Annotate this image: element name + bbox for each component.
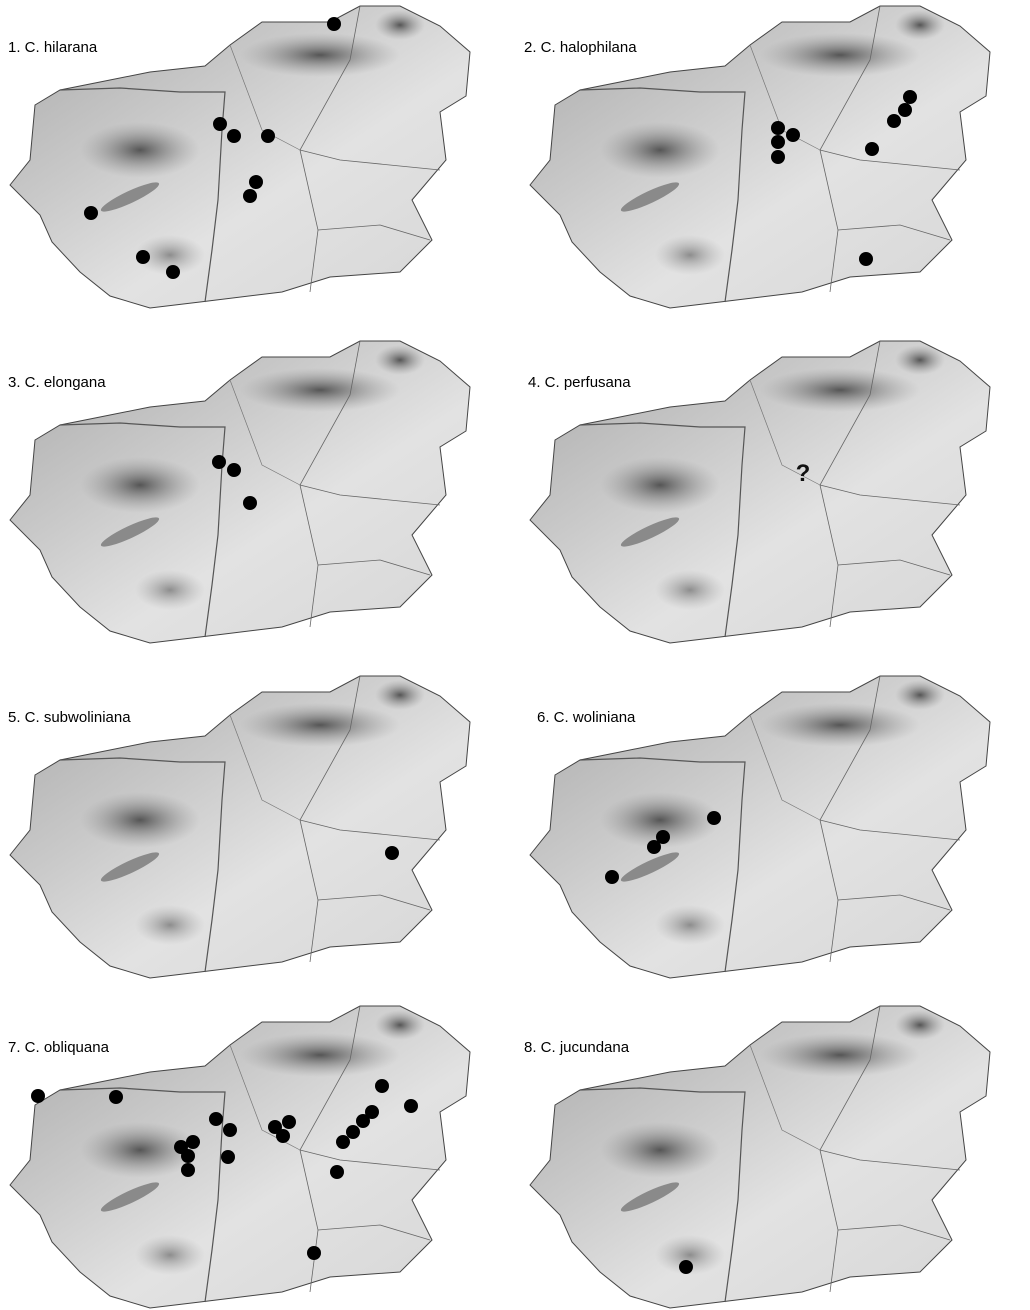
record-dot <box>679 1260 693 1274</box>
record-dot <box>647 840 661 854</box>
record-dot <box>707 811 721 825</box>
record-dot <box>327 17 341 31</box>
record-dot <box>84 206 98 220</box>
map-panel: 7. C. obliquana <box>8 1006 470 1308</box>
map-label: 6. C. woliniana <box>537 709 636 726</box>
record-dot <box>221 1150 235 1164</box>
record-dot <box>209 1112 223 1126</box>
map-panel: 3. C. elongana <box>8 341 470 643</box>
record-dot <box>31 1089 45 1103</box>
map-panel: 8. C. jucundana <box>524 1006 990 1308</box>
record-dot <box>227 463 241 477</box>
record-dot <box>223 1123 237 1137</box>
record-dot <box>330 1165 344 1179</box>
record-dot <box>186 1135 200 1149</box>
record-dot <box>276 1129 290 1143</box>
map-panel: 2. C. halophilana <box>524 6 990 308</box>
record-dot <box>375 1079 389 1093</box>
record-dot <box>887 114 901 128</box>
record-dot <box>346 1125 360 1139</box>
map-annotation: ? <box>796 460 811 487</box>
record-dot <box>771 150 785 164</box>
record-dot <box>181 1163 195 1177</box>
map-panel: 6. C. woliniana <box>530 676 990 978</box>
record-dot <box>213 117 227 131</box>
record-dot <box>336 1135 350 1149</box>
record-dot <box>385 846 399 860</box>
record-dot <box>243 496 257 510</box>
record-dot <box>771 135 785 149</box>
map-panel: 5. C. subwoliniana <box>8 676 470 978</box>
record-dot <box>898 103 912 117</box>
record-dot <box>771 121 785 135</box>
record-dot <box>166 265 180 279</box>
record-dot <box>109 1090 123 1104</box>
record-dot <box>903 90 917 104</box>
map-panel: 4. C. perfusana? <box>528 341 990 643</box>
record-dot <box>356 1114 370 1128</box>
record-dot <box>261 129 275 143</box>
record-dot <box>859 252 873 266</box>
record-dot <box>307 1246 321 1260</box>
map-label: 8. C. jucundana <box>524 1039 630 1056</box>
record-dot <box>786 128 800 142</box>
map-label: 1. C. hilarana <box>8 39 98 56</box>
map-label: 7. C. obliquana <box>8 1039 110 1056</box>
record-dot <box>605 870 619 884</box>
map-label: 3. C. elongana <box>8 374 106 391</box>
record-dot <box>136 250 150 264</box>
record-dot <box>212 455 226 469</box>
record-dot <box>181 1149 195 1163</box>
figure: 1. C. hilarana 2. C. halophilana 3. C. elo… <box>0 0 1030 1310</box>
map-panel: 1. C. hilarana <box>8 6 470 308</box>
record-dot <box>404 1099 418 1113</box>
map-label: 4. C. perfusana <box>528 374 631 391</box>
map-label: 2. C. halophilana <box>524 39 637 56</box>
record-dot <box>243 189 257 203</box>
record-dot <box>227 129 241 143</box>
record-dot <box>865 142 879 156</box>
map-label: 5. C. subwoliniana <box>8 709 131 726</box>
record-dot <box>249 175 263 189</box>
record-dot <box>282 1115 296 1129</box>
